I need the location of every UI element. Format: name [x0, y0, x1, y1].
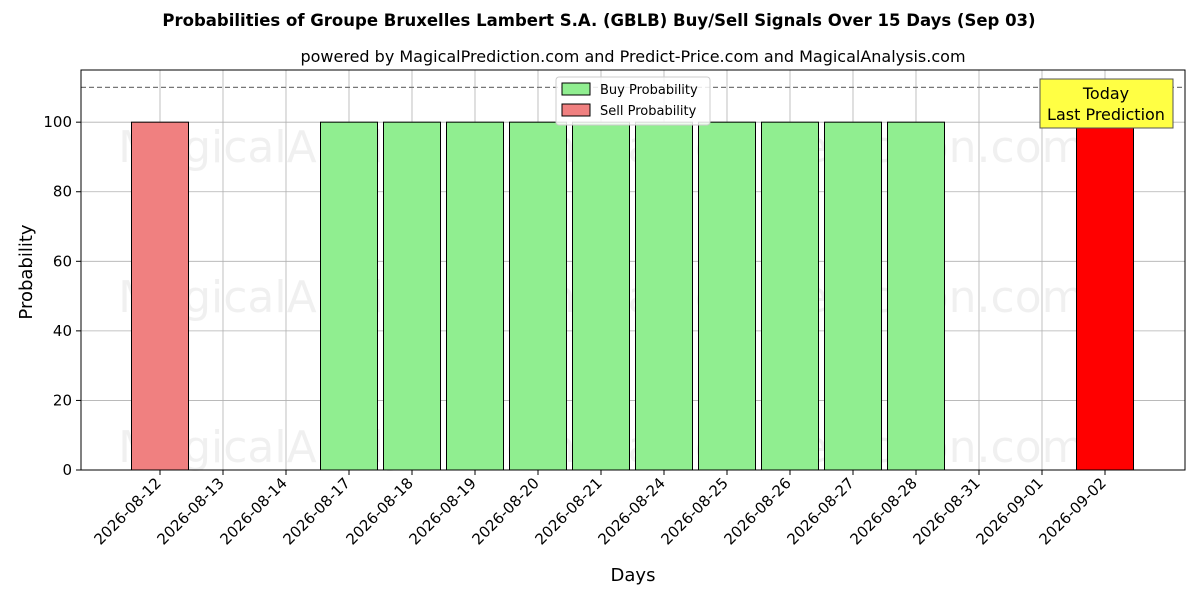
buy-bar — [446, 121, 504, 471]
x-ticks: 2026-08-122026-08-132026-08-142026-08-17… — [90, 470, 1110, 548]
buy-bar — [320, 121, 378, 471]
buy-bar — [509, 121, 567, 471]
annotation-text: Last Prediction — [1047, 105, 1165, 124]
y-tick-label: 100 — [43, 113, 72, 131]
annotation-background — [1039, 78, 1174, 129]
bars — [131, 121, 1134, 471]
y-tick-label: 40 — [53, 322, 72, 340]
axes — [80, 69, 1186, 471]
y-axis-label: Probability — [16, 224, 37, 319]
annotation-box: Today Last Prediction — [1039, 78, 1174, 129]
sell-bar — [131, 121, 189, 471]
buy-bar — [383, 121, 441, 471]
buy-bar — [824, 121, 882, 471]
buy-bar — [887, 121, 945, 471]
legend-swatch-sell — [561, 103, 591, 117]
legend-label: Buy Probability — [600, 83, 698, 98]
y-ticks: 0 20 40 60 80 100 — [43, 113, 81, 479]
buy-bar — [761, 121, 819, 471]
buy-bar — [572, 121, 630, 471]
legend-box — [555, 76, 711, 126]
y-tick-label: 0 — [62, 461, 72, 479]
annotation-text: Today — [1082, 84, 1129, 103]
chart-subtitle: powered by MagicalPrediction.com and Pre… — [300, 47, 965, 66]
x-axis-label: Days — [611, 565, 656, 586]
chart-title: Probabilities of Groupe Bruxelles Lamber… — [162, 11, 1035, 30]
buy-bar — [698, 121, 756, 471]
y-tick-label: 60 — [53, 252, 72, 270]
legend-label: Sell Probability — [600, 104, 697, 119]
legend: Buy Probability Sell Probability — [555, 76, 711, 126]
buy-bar — [635, 121, 693, 471]
x-tick-label: 2026-09-02 — [1035, 474, 1109, 548]
y-tick-label: 20 — [53, 391, 72, 409]
sell-bar — [1076, 121, 1134, 471]
legend-swatch-buy — [561, 82, 591, 96]
plot-frame — [80, 69, 1186, 471]
y-tick-label: 80 — [53, 183, 72, 201]
